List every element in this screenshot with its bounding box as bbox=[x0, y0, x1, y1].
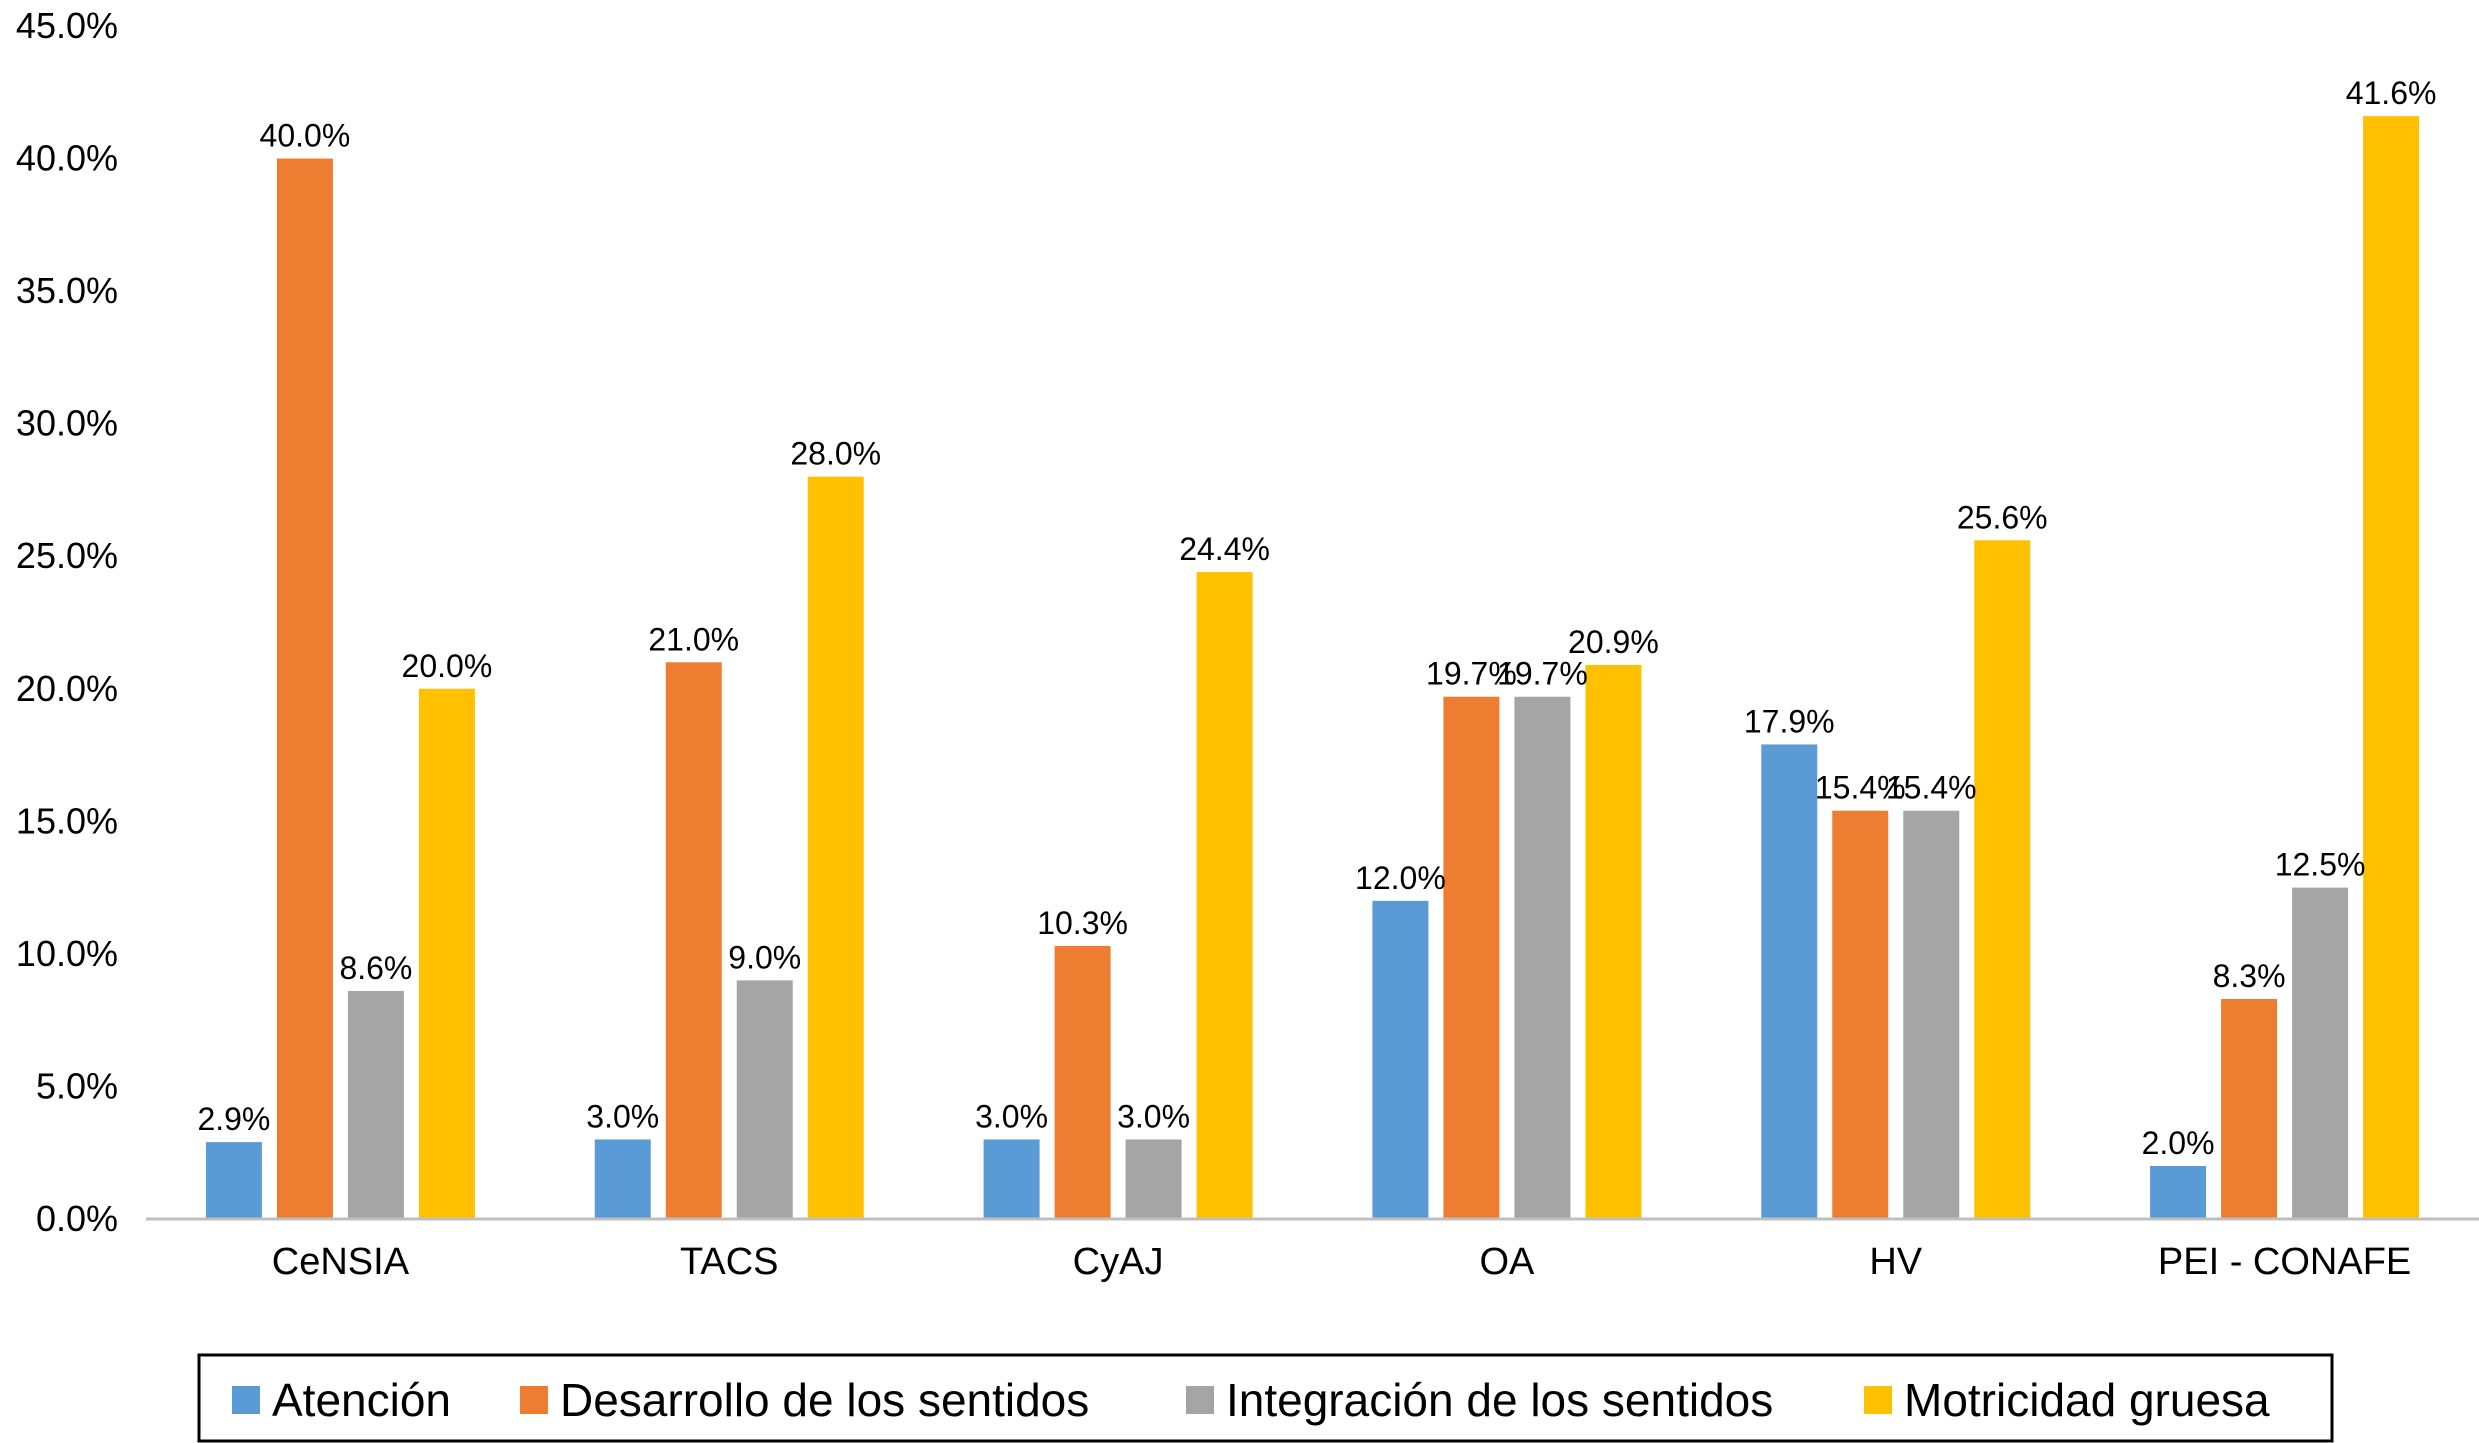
bar bbox=[1196, 572, 1253, 1219]
data-label: 15.4% bbox=[1886, 770, 1977, 806]
data-label: 19.7% bbox=[1426, 656, 1517, 692]
y-tick-label: 20.0% bbox=[16, 668, 118, 709]
data-label: 12.5% bbox=[2275, 847, 2366, 883]
data-label: 12.0% bbox=[1355, 860, 1446, 896]
bar bbox=[736, 980, 793, 1219]
data-label: 19.7% bbox=[1497, 656, 1588, 692]
legend-swatch bbox=[232, 1386, 260, 1414]
bar bbox=[1514, 696, 1571, 1219]
y-tick-label: 10.0% bbox=[16, 933, 118, 974]
data-label: 10.3% bbox=[1037, 905, 1128, 941]
y-axis-ticks: 0.0% 5.0% 10.0% 15.0% 20.0% 25.0% 30.0% 35.0% 40… bbox=[16, 5, 118, 1239]
y-tick-label: 35.0% bbox=[16, 270, 118, 311]
data-label: 28.0% bbox=[790, 436, 881, 472]
data-label: 20.9% bbox=[1568, 624, 1659, 660]
bars-group bbox=[205, 116, 2420, 1220]
bar bbox=[1372, 900, 1429, 1219]
data-label: 25.6% bbox=[1957, 499, 2048, 535]
y-tick-label: 0.0% bbox=[36, 1198, 118, 1239]
legend-label: Motricidad gruesa bbox=[1904, 1374, 2270, 1426]
x-tick-label: HV bbox=[1869, 1241, 1922, 1283]
bar bbox=[205, 1142, 262, 1219]
legend-box bbox=[197, 1353, 2334, 1443]
bar bbox=[2363, 116, 2420, 1219]
x-tick-label: TACS bbox=[680, 1241, 779, 1283]
legend: Atención Desarrollo de los sentidos Integr… bbox=[197, 1353, 2334, 1443]
bar bbox=[1974, 540, 2031, 1219]
data-label: 24.4% bbox=[1179, 531, 1270, 567]
bar bbox=[1761, 744, 1818, 1219]
data-label: 3.0% bbox=[586, 1098, 659, 1134]
bar bbox=[347, 991, 404, 1219]
legend-swatch bbox=[1864, 1386, 1892, 1414]
data-label: 20.0% bbox=[402, 648, 493, 684]
y-tick-label: 15.0% bbox=[16, 800, 118, 841]
data-label: 8.6% bbox=[339, 950, 412, 986]
bar bbox=[1125, 1139, 1182, 1219]
bar bbox=[1443, 696, 1500, 1219]
bar bbox=[1585, 664, 1642, 1219]
legend-label: Atención bbox=[272, 1374, 451, 1426]
data-label: 3.0% bbox=[975, 1098, 1048, 1134]
data-label: 9.0% bbox=[728, 939, 801, 975]
data-label: 21.0% bbox=[648, 621, 739, 657]
bar bbox=[1054, 945, 1111, 1219]
y-tick-label: 25.0% bbox=[16, 535, 118, 576]
legend-label: Integración de los sentidos bbox=[1226, 1374, 1773, 1426]
bar bbox=[983, 1139, 1040, 1219]
data-label: 40.0% bbox=[260, 118, 351, 154]
bar bbox=[276, 158, 333, 1220]
bar bbox=[2150, 1165, 2207, 1219]
legend-swatch bbox=[520, 1386, 548, 1414]
data-label: 17.9% bbox=[1744, 703, 1835, 739]
data-label: 2.9% bbox=[197, 1101, 270, 1137]
x-axis-categories: CeNSIA TACS CyAJ OA HV PEI - CONAFE bbox=[272, 1241, 2411, 1283]
bar bbox=[418, 688, 475, 1219]
x-tick-label: PEI - CONAFE bbox=[2158, 1241, 2411, 1283]
x-tick-label: CyAJ bbox=[1073, 1241, 1164, 1283]
bar bbox=[807, 476, 864, 1219]
data-label: 41.6% bbox=[2346, 75, 2437, 111]
y-tick-label: 45.0% bbox=[16, 5, 118, 46]
legend-swatch bbox=[1186, 1386, 1214, 1414]
legend-label: Desarrollo de los sentidos bbox=[560, 1374, 1089, 1426]
data-label: 15.4% bbox=[1815, 770, 1906, 806]
data-label: 3.0% bbox=[1117, 1098, 1190, 1134]
bar bbox=[1903, 810, 1960, 1219]
y-tick-label: 40.0% bbox=[16, 138, 118, 179]
bar bbox=[2221, 998, 2278, 1219]
bar bbox=[1832, 810, 1889, 1219]
data-labels-group: 2.9% 40.0% 8.6% 20.0% 3.0% 21.0% 9.0% 28.0% 3.0%… bbox=[197, 75, 2436, 1161]
x-tick-label: OA bbox=[1479, 1241, 1535, 1283]
y-tick-label: 5.0% bbox=[36, 1065, 118, 1106]
bar bbox=[594, 1139, 651, 1219]
data-label: 8.3% bbox=[2213, 958, 2286, 994]
bar bbox=[665, 662, 722, 1219]
data-label: 2.0% bbox=[2142, 1125, 2215, 1161]
x-tick-label: CeNSIA bbox=[272, 1241, 410, 1283]
bar bbox=[2292, 887, 2349, 1219]
y-tick-label: 30.0% bbox=[16, 403, 118, 444]
